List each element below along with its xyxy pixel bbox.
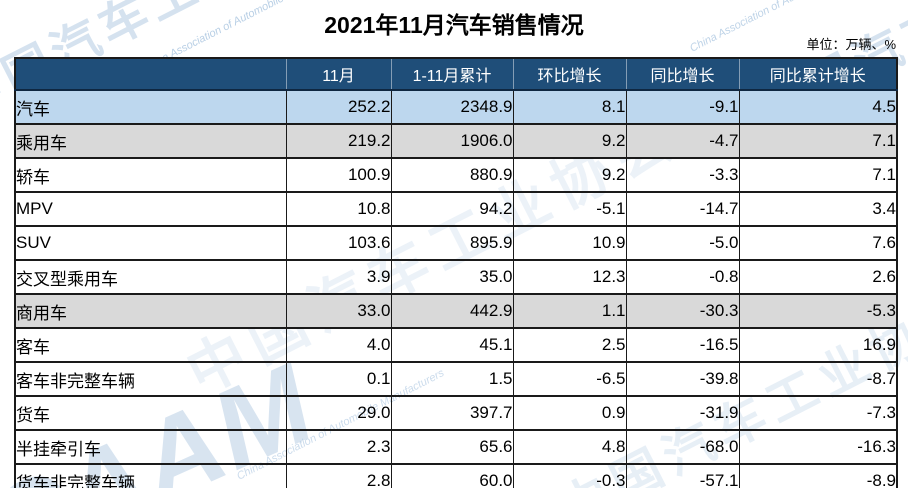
cell-value: -16.3: [738, 429, 898, 465]
cell-value: 35.0: [390, 259, 514, 295]
table-row: 交叉型乘用车 3.9 35.0 12.3 -0.8 2.6: [14, 259, 898, 295]
table-row: 汽车 252.2 2348.9 8.1 -9.1 4.5: [14, 89, 898, 125]
cell-value: -30.3: [625, 293, 740, 329]
cell-value: 29.0: [285, 395, 392, 431]
row-label: 半挂牵引车: [14, 429, 287, 465]
cell-value: 880.9: [390, 157, 514, 193]
cell-value: 2.8: [285, 463, 392, 488]
col-header: 同比累计增长: [738, 58, 897, 91]
cell-value: -6.5: [512, 361, 627, 397]
cell-value: 60.0: [390, 463, 514, 488]
cell-value: -16.5: [625, 327, 740, 363]
row-label: 汽车: [14, 89, 287, 125]
cell-value: 2.6: [738, 259, 898, 295]
cell-value: 2.3: [285, 429, 392, 465]
table-row: 货车 29.0 397.7 0.9 -31.9 -7.3: [14, 395, 898, 431]
cell-value: -14.7: [625, 191, 740, 227]
cell-value: 7.1: [738, 157, 898, 193]
cell-value: 442.9: [390, 293, 514, 329]
cell-value: 0.1: [285, 361, 392, 397]
cell-value: 4.0: [285, 327, 392, 363]
col-header: 11月: [285, 58, 392, 91]
row-label: 货车非完整车辆: [14, 463, 287, 488]
cell-value: -68.0: [625, 429, 740, 465]
table-row: MPV 10.8 94.2 -5.1 -14.7 3.4: [14, 191, 898, 227]
row-label: 乘用车: [14, 123, 287, 159]
cell-value: 3.4: [738, 191, 898, 227]
cell-value: 0.9: [512, 395, 627, 431]
cell-value: -9.1: [625, 89, 740, 125]
sales-table: 11月 1-11月累计 环比增长 同比增长 同比累计增长 汽车 252.2 2348.9 8.…: [14, 57, 898, 488]
table-header-row: 11月 1-11月累计 环比增长 同比增长 同比累计增长: [15, 58, 897, 91]
cell-value: 10.9: [512, 225, 627, 261]
row-label: 交叉型乘用车: [14, 259, 287, 295]
cell-value: 895.9: [390, 225, 514, 261]
cell-value: -5.3: [738, 293, 898, 329]
row-label: 客车非完整车辆: [14, 361, 287, 397]
cell-value: 9.2: [512, 123, 627, 159]
cell-value: 2.5: [512, 327, 627, 363]
page-title: 2021年11月汽车销售情况: [324, 12, 584, 38]
cell-value: 7.6: [738, 225, 898, 261]
cell-value: -0.3: [512, 463, 627, 488]
cell-value: 1.5: [390, 361, 514, 397]
cell-value: 1906.0: [390, 123, 514, 159]
cell-value: -5.0: [625, 225, 740, 261]
cell-value: 1.1: [512, 293, 627, 329]
cell-value: 8.1: [512, 89, 627, 125]
cell-value: 16.9: [738, 327, 898, 363]
cell-value: -7.3: [738, 395, 898, 431]
cell-value: 45.1: [390, 327, 514, 363]
table-row: 轿车 100.9 880.9 9.2 -3.3 7.1: [14, 157, 898, 193]
cell-value: 7.1: [738, 123, 898, 159]
cell-value: -3.3: [625, 157, 740, 193]
cell-value: 103.6: [285, 225, 392, 261]
cell-value: 397.7: [390, 395, 514, 431]
cell-value: -4.7: [625, 123, 740, 159]
cell-value: -31.9: [625, 395, 740, 431]
cell-value: 4.8: [512, 429, 627, 465]
cell-value: 9.2: [512, 157, 627, 193]
cell-value: 3.9: [285, 259, 392, 295]
cell-value: 65.6: [390, 429, 514, 465]
cell-value: 4.5: [738, 89, 898, 125]
table-row: 半挂牵引车 2.3 65.6 4.8 -68.0 -16.3: [14, 429, 898, 465]
table-row: SUV 103.6 895.9 10.9 -5.0 7.6: [14, 225, 898, 261]
cell-value: 100.9: [285, 157, 392, 193]
cell-value: -8.7: [738, 361, 898, 397]
cell-value: 12.3: [512, 259, 627, 295]
sales-table-body: 汽车 252.2 2348.9 8.1 -9.1 4.5 乘用车 219.2 1906.0 9.2…: [14, 89, 898, 488]
col-header: 1-11月累计: [390, 58, 514, 91]
table-row: 客车非完整车辆 0.1 1.5 -6.5 -39.8 -8.7: [14, 361, 898, 397]
cell-value: -0.8: [625, 259, 740, 295]
row-label: 轿车: [14, 157, 287, 193]
col-header: 环比增长: [512, 58, 627, 91]
cell-value: 94.2: [390, 191, 514, 227]
cell-value: 219.2: [285, 123, 392, 159]
row-label: 商用车: [14, 293, 287, 329]
cell-value: -39.8: [625, 361, 740, 397]
table-row: 商用车 33.0 442.9 1.1 -30.3 -5.3: [14, 293, 898, 329]
cell-value: -5.1: [512, 191, 627, 227]
row-label: SUV: [14, 225, 287, 261]
col-header: 同比增长: [625, 58, 740, 91]
row-label: 货车: [14, 395, 287, 431]
cell-value: 252.2: [285, 89, 392, 125]
cell-value: 10.8: [285, 191, 392, 227]
cell-value: -57.1: [625, 463, 740, 488]
table-row: 货车非完整车辆 2.8 60.0 -0.3 -57.1 -8.9: [14, 463, 898, 488]
row-label: 客车: [14, 327, 287, 363]
unit-label: 单位：万辆、%: [806, 37, 896, 52]
table-row: 客车 4.0 45.1 2.5 -16.5 16.9: [14, 327, 898, 363]
cell-value: 33.0: [285, 293, 392, 329]
table-row: 乘用车 219.2 1906.0 9.2 -4.7 7.1: [14, 123, 898, 159]
row-label: MPV: [14, 191, 287, 227]
cell-value: 2348.9: [390, 89, 514, 125]
col-header-category: [15, 58, 287, 91]
cell-value: -8.9: [738, 463, 898, 488]
